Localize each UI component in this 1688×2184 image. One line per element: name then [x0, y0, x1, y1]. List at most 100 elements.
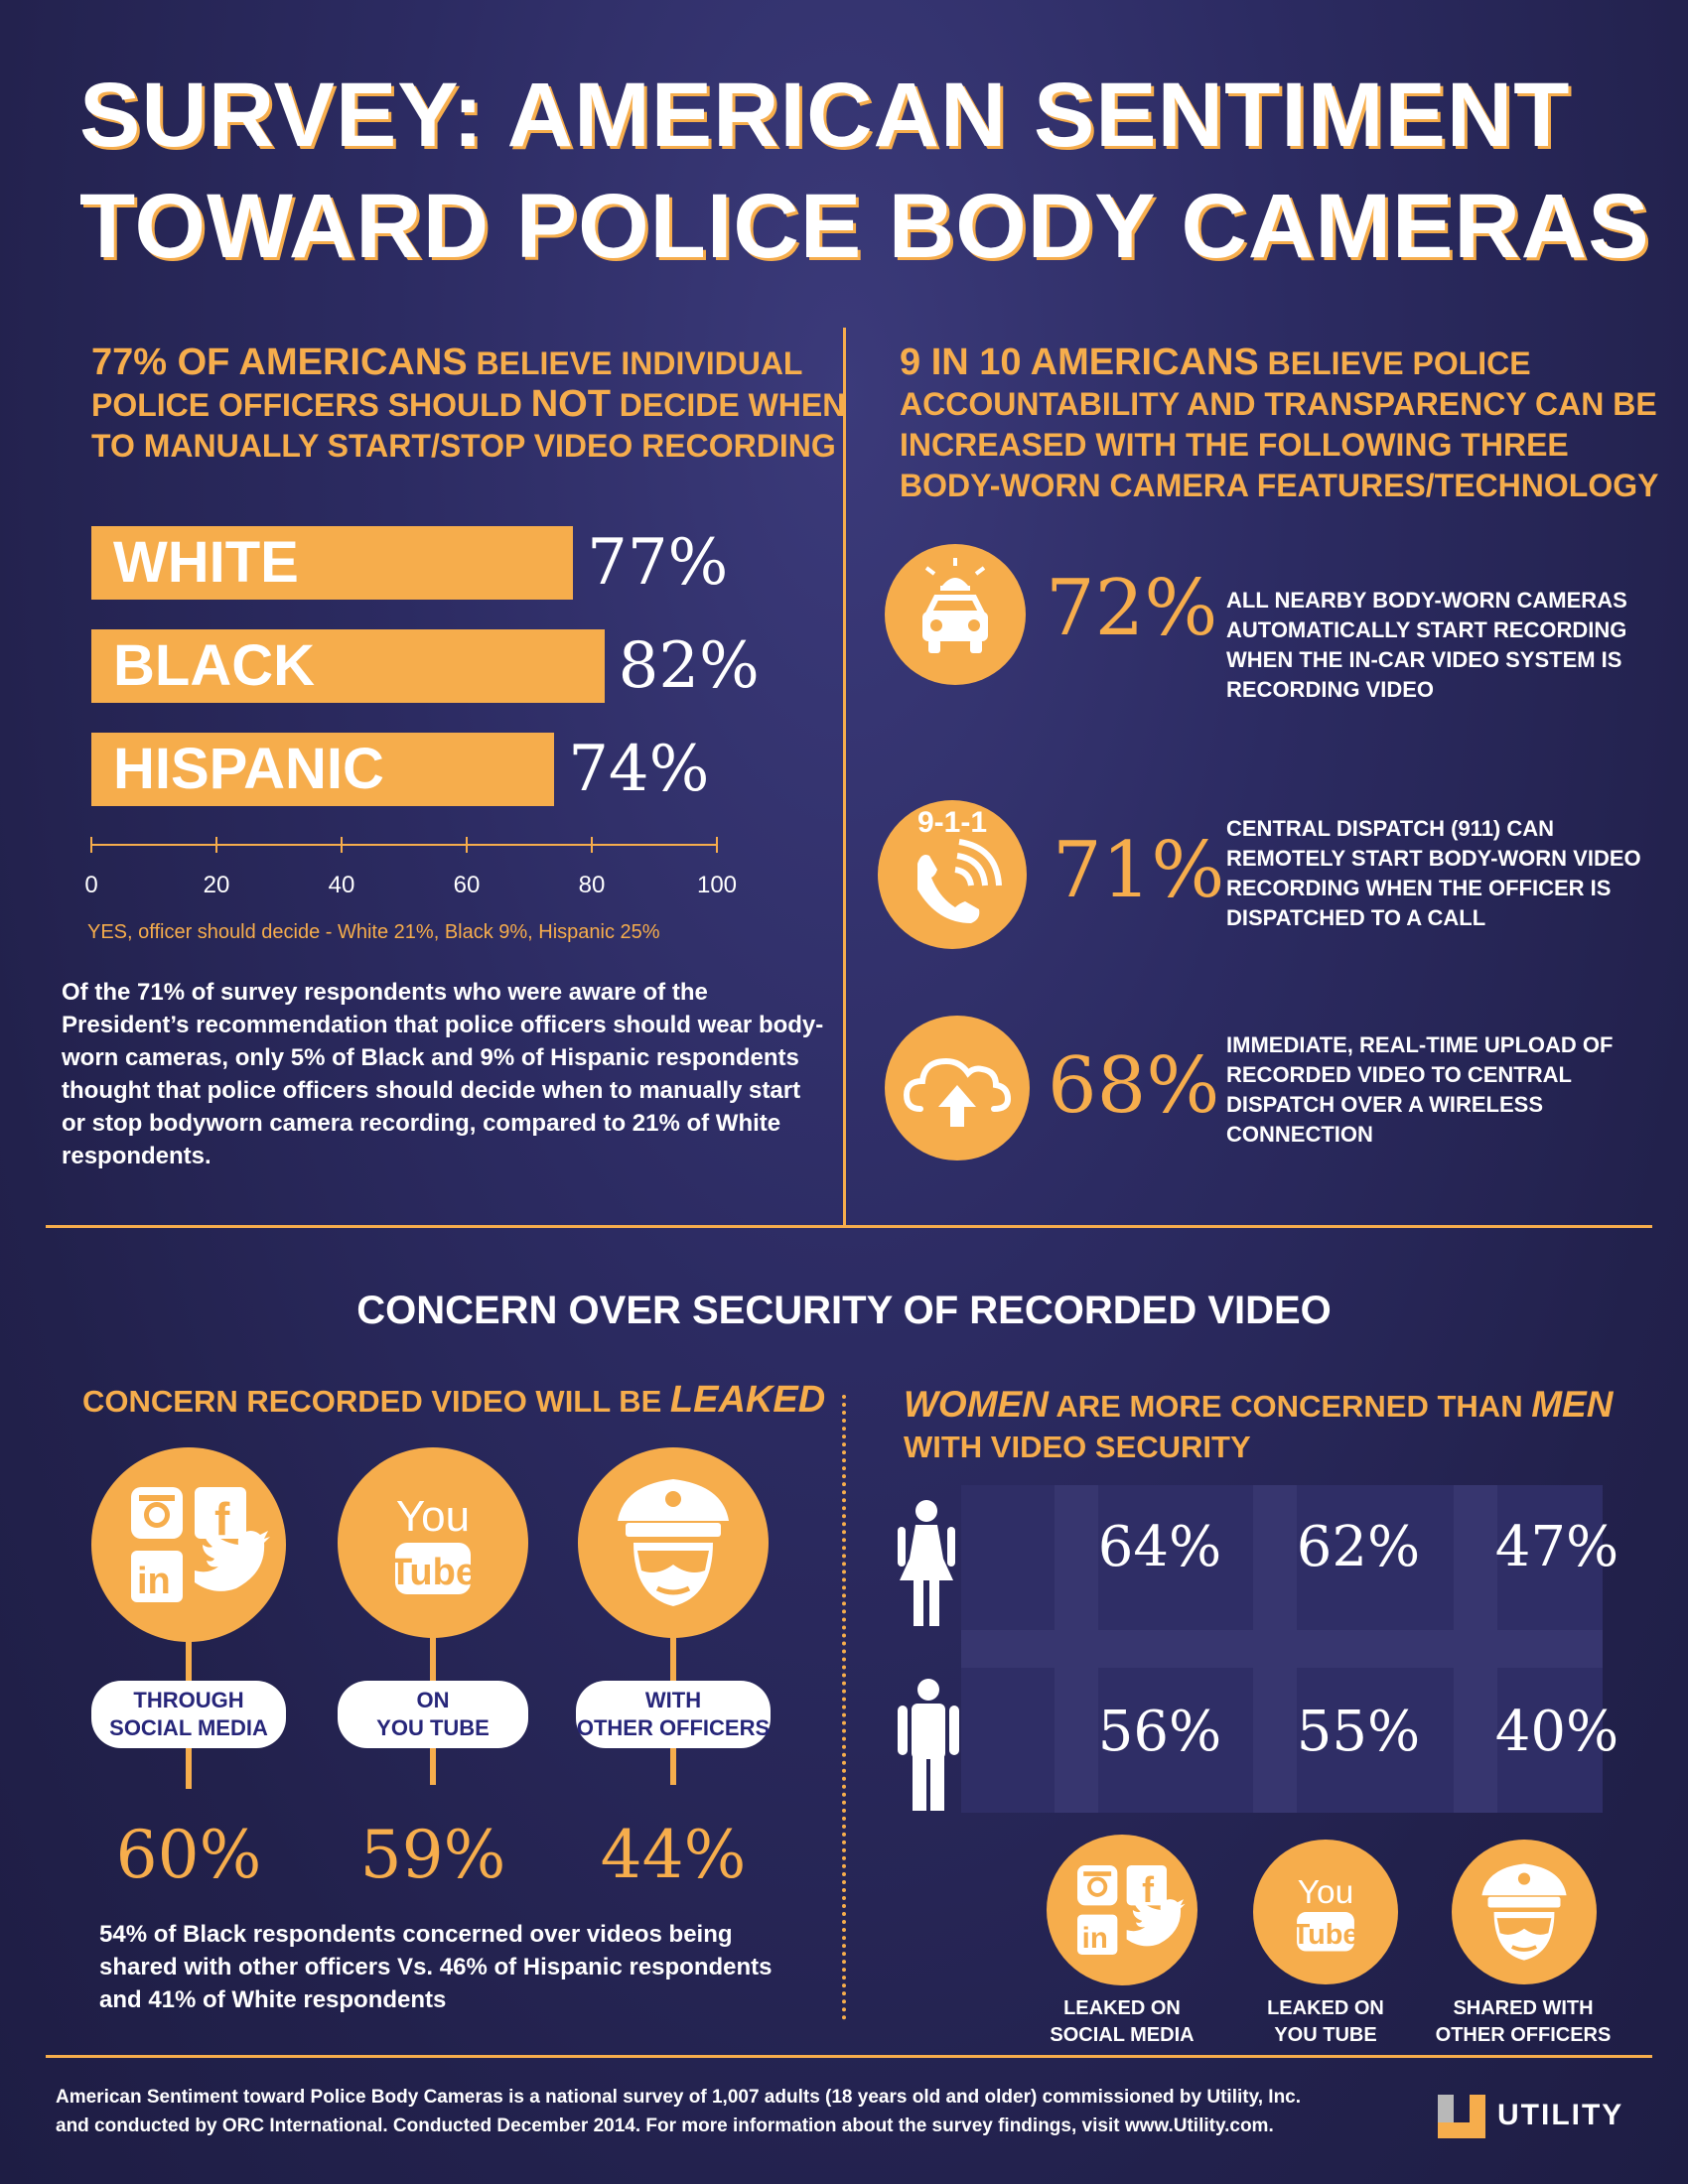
youtube-tube-text: Tube [1293, 1919, 1359, 1951]
leak-pct-youtube: 59% [359, 1817, 506, 1893]
men-officers-pct: 40% [1494, 1700, 1619, 1764]
utility-logo-text: UTILITY [1497, 2099, 1624, 2131]
yes-note: YES, officer should decide - White 21%, … [87, 921, 660, 943]
bar-category-label: HISPANIC [113, 737, 384, 801]
pill-text: SOCIAL MEDIA [109, 1715, 268, 1740]
column-label-social-media: LEAKED ON SOCIAL MEDIA [1023, 1995, 1221, 2049]
headline-text: BELIEVE POLICE [1258, 345, 1531, 381]
column-label-text: LEAKED ON [1063, 1997, 1181, 2019]
leaked-word: LEAKED [669, 1379, 826, 1421]
svg-text:in: in [1082, 1922, 1108, 1955]
x-tick-label: 100 [696, 872, 738, 898]
race-bar-chart: WHITE 77% BLACK 82% HISPANIC 74% 0 20 40 60 80 100 [84, 526, 806, 903]
leak-note: 54% of Black respondents concerned over … [99, 1921, 773, 2013]
utility-logo: UTILITY [1436, 2093, 1654, 2140]
feature-3-text: IMMEDIATE, REAL-TIME UPLOAD OF RECORDED … [1226, 1032, 1614, 1147]
footer-text: American Sentiment toward Police Body Ca… [56, 2083, 1446, 2140]
title-line-2: TOWARD POLICE BODY CAMERAS [79, 176, 1650, 277]
bar-value-label: 77% [587, 526, 729, 600]
column-label-text: LEAKED ON [1267, 1997, 1384, 2019]
feature-2-pct: 71% [1053, 826, 1225, 915]
right-headline: 9 IN 10 AMERICANS BELIEVE POLICE ACCOUNT… [900, 341, 1659, 506]
youtube-you-text: You [396, 1492, 470, 1541]
pill-text: ON [416, 1688, 450, 1712]
headline-text: POLICE OFFICERS SHOULD [91, 387, 531, 423]
column-label-text: SOCIAL MEDIA [1050, 2024, 1195, 2046]
bar-category-label: WHITE [113, 530, 299, 595]
bar-value-label: 82% [618, 629, 760, 703]
youtube-icon: You Tube [338, 1447, 528, 1638]
x-axis: 0 20 40 60 80 100 [84, 837, 737, 898]
horizontal-divider [46, 1225, 1652, 1228]
headline-text: TO MANUALLY START/STOP VIDEO RECORDING [91, 428, 836, 464]
svg-text:in: in [137, 1561, 171, 1602]
feature-2: 9-1-1 71% CENTRAL DISPATCH (911) CAN REM… [878, 800, 1662, 959]
headline-text: DECIDE WHEN [610, 387, 846, 423]
headline-stat: 9 IN 10 AMERICANS [900, 341, 1259, 383]
aware-paragraph: Of the 71% of survey respondents who wer… [62, 979, 824, 1169]
leak-pct-social-media: 60% [115, 1817, 262, 1893]
cloud-upload-icon [885, 1016, 1030, 1160]
police-car-icon [885, 544, 1026, 685]
women-officers-pct: 47% [1494, 1515, 1619, 1579]
icon-911-text: 9-1-1 [916, 806, 988, 839]
pill-text: OTHER OFFICERS [576, 1715, 771, 1740]
youtube-you-text: You [1298, 1874, 1353, 1911]
women-word: WOMEN [904, 1384, 1049, 1425]
social-media-icon: f in [1047, 1835, 1197, 1985]
dotted-divider [842, 1395, 846, 2020]
leak-item-social-media: f in THROUGH SOCIAL MEDIA 60% [91, 1447, 290, 1914]
woman-icon [892, 1499, 961, 1628]
leak-label-officers: WITH OTHER OFFICERS [576, 1681, 771, 1748]
x-tick [591, 837, 593, 853]
youtube-icon: You Tube [1253, 1840, 1398, 1984]
leak-item-officers: WITH OTHER OFFICERS 44% [576, 1447, 776, 1914]
bar-white: WHITE [91, 526, 574, 600]
leak-label-youtube: ON YOU TUBE [338, 1681, 528, 1748]
bar-black: BLACK [91, 629, 605, 703]
x-tick [90, 837, 92, 853]
feature-1: 72% ALL NEARBY BODY-WORN CAMERAS AUTOMAT… [885, 544, 1659, 703]
grid-band [1055, 1485, 1098, 1813]
x-tick-label: 40 [328, 872, 355, 898]
feature-1-pct: 72% [1046, 564, 1218, 653]
police-officer-icon [578, 1447, 769, 1638]
page-title: SURVEY: AMERICAN SENTIMENT TOWARD POLICE… [79, 60, 1650, 282]
women-youtube-pct: 62% [1296, 1515, 1421, 1579]
x-tick [341, 837, 343, 853]
column-label-text: OTHER OFFICERS [1435, 2024, 1612, 2046]
phone-911-icon: 9-1-1 [878, 800, 1027, 949]
svg-text:f: f [1142, 1870, 1154, 1910]
x-tick-label: 80 [578, 872, 606, 898]
x-tick [215, 837, 217, 853]
bar-category-label: BLACK [113, 633, 315, 698]
headline-not: NOT [530, 383, 611, 425]
men-social-media-pct: 56% [1097, 1700, 1222, 1764]
svg-text:f: f [214, 1493, 230, 1545]
pill-text: WITH [644, 1688, 702, 1712]
headline-text: BODY-WORN CAMERA FEATURES/TECHNOLOGY [900, 468, 1659, 503]
feature-3: 68% IMMEDIATE, REAL-TIME UPLOAD OF RECOR… [885, 1016, 1659, 1174]
gender-headline: WOMEN ARE MORE CONCERNED THAN MEN WITH V… [904, 1384, 1638, 1467]
x-tick-label: 60 [453, 872, 481, 898]
youtube-tube-text: Tube [389, 1552, 477, 1593]
bar-value-label: 74% [568, 733, 710, 806]
column-label-youtube: LEAKED ON YOU TUBE [1226, 1995, 1425, 2049]
leak-label-social-media: THROUGH SOCIAL MEDIA [91, 1681, 286, 1748]
x-tick-label: 0 [84, 872, 98, 898]
footer-line: American Sentiment toward Police Body Ca… [56, 2087, 1302, 2108]
x-tick-label: 20 [203, 872, 230, 898]
footer-divider [46, 2055, 1652, 2058]
gender-headline-text: WITH VIDEO SECURITY [904, 1430, 1251, 1464]
vertical-divider [843, 328, 846, 1225]
headline-stat: 77% OF AMERICANS [91, 341, 468, 383]
feature-2-text: CENTRAL DISPATCH (911) CAN REMOTELY STAR… [1226, 816, 1641, 930]
police-officer-icon [1452, 1840, 1597, 1984]
headline-text: ACCOUNTABILITY AND TRANSPARENCY CAN BE [900, 386, 1657, 422]
grid-band [1253, 1485, 1297, 1813]
bar-hispanic: HISPANIC [91, 733, 555, 806]
feature-1-text: ALL NEARBY BODY-WORN CAMERAS AUTOMATICAL… [1226, 588, 1627, 702]
leak-pct-officers: 44% [600, 1817, 747, 1893]
gender-grid: 64% 62% 47% 56% 55% 40% [892, 1485, 1618, 1815]
gender-headline-text: ARE MORE CONCERNED THAN [1048, 1389, 1532, 1424]
